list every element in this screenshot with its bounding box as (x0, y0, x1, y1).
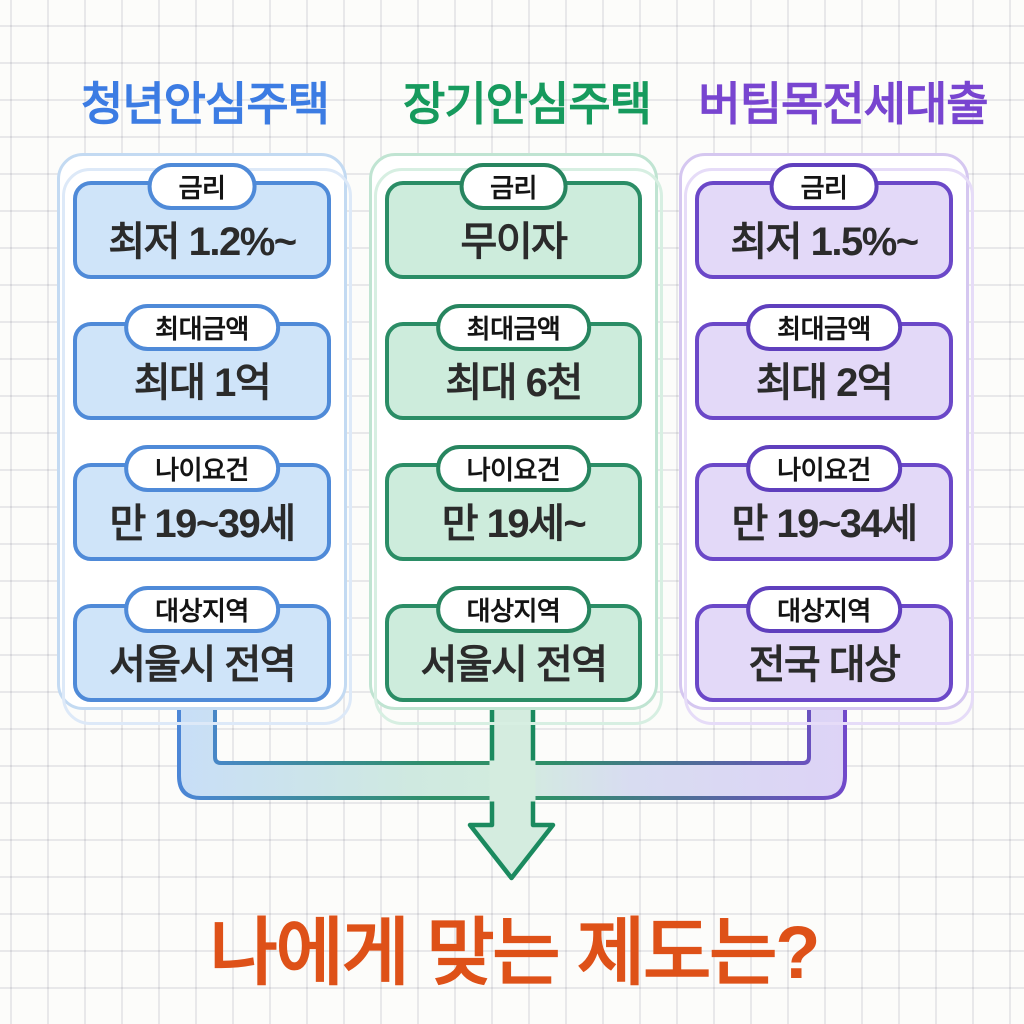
card-label-pill: 금리 (769, 163, 879, 210)
card-label-pill: 나이요건 (124, 445, 280, 492)
info-card-region: 대상지역 전국 대상 (695, 586, 953, 702)
column-title-youth-safe-housing: 청년안심주택 (81, 78, 330, 130)
info-card-age: 나이요건 만 19세~ (385, 445, 642, 561)
card-label-pill: 대상지역 (746, 586, 902, 633)
card-value: 전국 대상 (748, 643, 901, 687)
info-card-region: 대상지역 서울시 전역 (73, 586, 331, 702)
card-label-pill: 대상지역 (435, 586, 592, 633)
card-label-pill: 금리 (147, 163, 257, 210)
column-title-beotimmok-jeonse-loan: 버팀목전세대출 (698, 78, 988, 130)
info-card-max-amount: 최대금액 최대 2억 (695, 304, 953, 420)
footer-question-title: 나에게 맞는 제도는? (209, 911, 821, 994)
card-value: 최대 2억 (755, 361, 894, 405)
program-column-beotimmok-jeonse-loan: 금리 최저 1.5%~ 최대금액 최대 2억 나이요건 만 19~34세 대상지… (679, 153, 969, 710)
card-label-pill: 최대금액 (124, 304, 280, 351)
card-label-pill: 금리 (459, 163, 568, 210)
info-card-rate: 금리 최저 1.2%~ (73, 163, 331, 279)
card-value: 만 19세~ (441, 502, 587, 546)
card-value: 만 19~39세 (109, 502, 296, 546)
program-column-longterm-safe-housing: 금리 무이자 최대금액 최대 6천 나이요건 만 19세~ 대상지역 서울시 전… (369, 153, 658, 710)
card-label-pill: 나이요건 (746, 445, 902, 492)
merge-junction-patch (489, 760, 536, 802)
info-card-region: 대상지역 서울시 전역 (385, 586, 642, 702)
card-label-pill: 최대금액 (746, 304, 902, 351)
card-value: 만 19~34세 (731, 502, 918, 546)
info-card-age: 나이요건 만 19~39세 (73, 445, 331, 561)
card-label-pill: 대상지역 (124, 586, 280, 633)
card-value: 서울시 전역 (420, 643, 608, 687)
card-value: 무이자 (460, 220, 568, 264)
card-value: 최대 6천 (445, 361, 583, 405)
card-value: 서울시 전역 (108, 643, 297, 687)
card-value: 최저 1.5%~ (730, 220, 919, 264)
column-title-longterm-safe-housing: 장기안심주택 (403, 78, 652, 130)
info-card-age: 나이요건 만 19~34세 (695, 445, 953, 561)
card-label-pill: 최대금액 (435, 304, 592, 351)
info-card-rate: 금리 최저 1.5%~ (695, 163, 953, 279)
card-value: 최저 1.2%~ (108, 220, 297, 264)
info-card-max-amount: 최대금액 최대 6천 (385, 304, 642, 420)
card-label-pill: 나이요건 (435, 445, 592, 492)
info-card-rate: 금리 무이자 (385, 163, 642, 279)
program-column-youth-safe-housing: 금리 최저 1.2%~ 최대금액 최대 1억 나이요건 만 19~39세 대상지… (57, 153, 347, 710)
card-value: 최대 1억 (133, 361, 272, 405)
info-card-max-amount: 최대금액 최대 1억 (73, 304, 331, 420)
